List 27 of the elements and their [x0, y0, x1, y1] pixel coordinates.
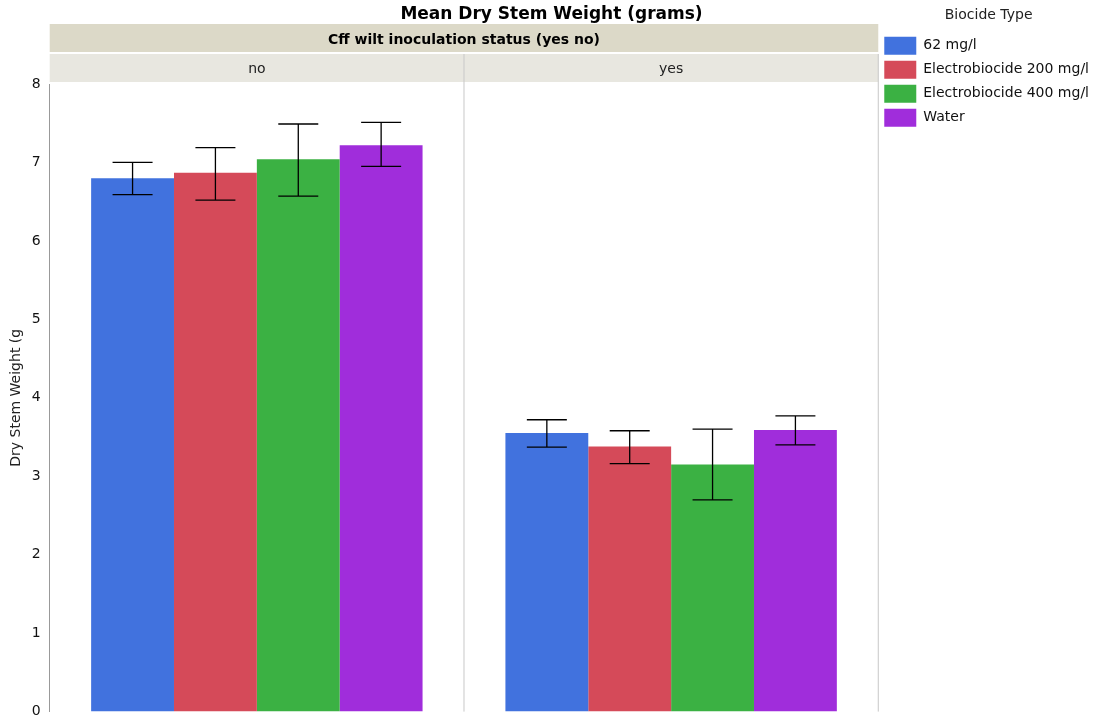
bar: [588, 446, 672, 712]
y-tick-label: 6: [31, 231, 41, 248]
legend-label: Electrobiocide 400 mg/l: [923, 84, 1089, 101]
y-tick-label: 7: [31, 153, 41, 170]
y-tick-label: 5: [31, 309, 41, 326]
legend-label: 62 mg/l: [923, 36, 977, 53]
x-tick-label: yes: [659, 60, 684, 77]
bar: [91, 178, 174, 712]
y-tick-label: 3: [31, 466, 41, 483]
bar: [671, 464, 754, 712]
y-tick-label: 4: [31, 388, 41, 405]
x-axis-title: Cff wilt inoculation status (yes no): [328, 31, 600, 48]
bar: [505, 433, 589, 712]
x-tick-label: no: [248, 60, 266, 77]
y-tick-label: 0: [31, 702, 41, 719]
bar: [256, 159, 340, 712]
bar: [753, 429, 837, 712]
legend-title: Biocide Type: [944, 5, 1033, 22]
chart-title: Mean Dry Stem Weight (grams): [400, 2, 703, 23]
bar: [173, 172, 257, 712]
y-tick-label: 2: [31, 545, 41, 562]
y-axis-title: Dry Stem Weight (g: [7, 328, 24, 467]
y-tick-label: 8: [31, 74, 41, 91]
bar: [339, 145, 423, 712]
y-tick-label: 1: [31, 623, 41, 640]
legend-label: Water: [923, 108, 965, 125]
legend-label: Electrobiocide 200 mg/l: [923, 60, 1089, 77]
